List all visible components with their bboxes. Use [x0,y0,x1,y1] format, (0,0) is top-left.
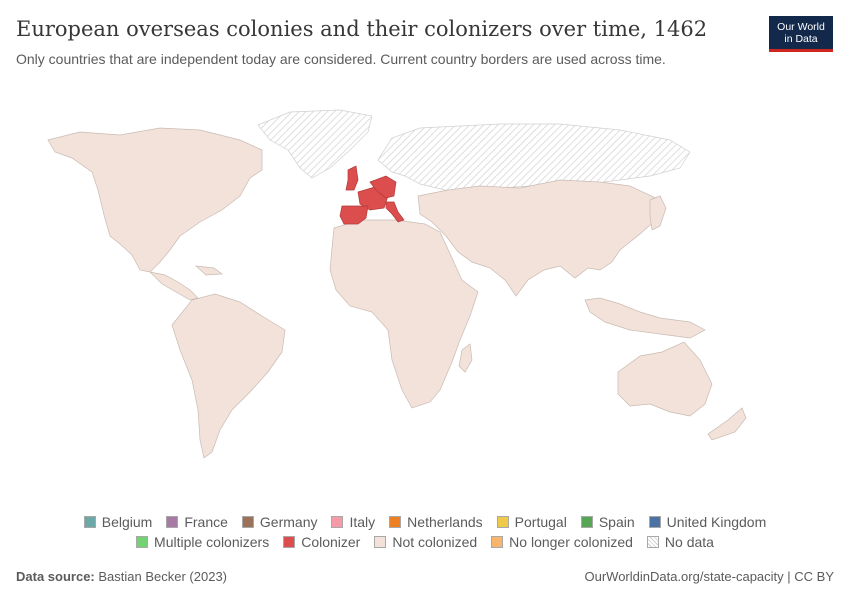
south-america-region[interactable] [171,293,286,459]
logo-line-1: Our World [777,21,825,33]
africa-region[interactable] [329,219,479,409]
legend-label: Netherlands [407,514,483,530]
data-source-text[interactable]: Bastian Becker (2023) [98,569,227,584]
legend-label: Colonizer [301,534,361,550]
legend-item-germany[interactable]: Germany [241,514,318,530]
legend-item-united-kingdom[interactable]: United Kingdom [648,514,767,530]
legend: Belgium France Germany Italy Netherlands… [0,514,850,554]
australia-region[interactable] [617,341,713,417]
legend-item-netherlands[interactable]: Netherlands [389,514,483,530]
new-zealand-region[interactable] [707,407,747,441]
legend-item-france[interactable]: France [166,514,228,530]
caribbean-region[interactable] [194,265,223,276]
legend-label: No data [664,534,714,550]
japan-region[interactable] [649,195,667,231]
legend-item-belgium[interactable]: Belgium [83,514,153,530]
legend-label: Spain [598,514,635,530]
chart-subtitle: Only countries that are independent toda… [16,51,666,67]
greenland-region[interactable] [257,109,373,179]
chart-title: European overseas colonies and their col… [16,17,708,41]
germany-benelux-region[interactable] [369,175,397,199]
legend-label: France [184,514,228,530]
north-america-region[interactable] [47,127,263,273]
data-source: Data source: Bastian Becker (2023) [16,569,227,584]
legend-item-italy[interactable]: Italy [331,514,375,530]
legend-swatch [389,516,402,528]
legend-swatch [580,516,593,528]
world-map[interactable] [0,95,850,495]
legend-label: No longer colonized [509,534,633,550]
logo-line-2: in Data [784,33,818,45]
legend-item-multiple-colonizers[interactable]: Multiple colonizers [136,534,269,550]
spain-portugal-region[interactable] [339,205,369,225]
legend-swatch [496,516,509,528]
legend-item-no-data[interactable]: No data [646,534,714,550]
legend-label: United Kingdom [666,514,767,530]
legend-item-not-colonized[interactable]: Not colonized [374,534,477,550]
legend-row-2: Multiple colonizers Colonizer Not coloni… [0,534,850,550]
legend-item-no-longer-colonized[interactable]: No longer colonized [491,534,633,550]
legend-swatch [374,536,387,548]
owid-logo[interactable]: Our World in Data [769,16,833,52]
legend-swatch [241,516,254,528]
central-america-region[interactable] [148,271,199,301]
legend-row-1: Belgium France Germany Italy Netherlands… [0,514,850,530]
asia-region[interactable] [417,179,661,297]
united-kingdom-region[interactable] [345,165,359,191]
southeast-asia-region[interactable] [584,297,706,339]
legend-swatch [491,536,504,548]
data-source-label: Data source: [16,569,95,584]
footer-url[interactable]: OurWorldinData.org/state-capacity | CC B… [584,569,834,584]
legend-swatch [166,516,179,528]
madagascar-region[interactable] [458,343,473,373]
italy-region[interactable] [385,201,405,223]
legend-label: Germany [259,514,318,530]
legend-item-colonizer[interactable]: Colonizer [283,534,360,550]
legend-label: Belgium [101,514,153,530]
legend-swatch [83,516,96,528]
legend-label: Portugal [514,514,567,530]
legend-label: Not colonized [392,534,478,550]
legend-item-spain[interactable]: Spain [580,514,635,530]
legend-label: Multiple colonizers [154,534,270,550]
legend-swatch [136,536,149,548]
legend-swatch-hatched [646,536,659,548]
russia-scandinavia-region[interactable] [377,123,691,193]
legend-swatch [283,536,296,548]
legend-swatch [648,516,661,528]
legend-swatch [331,516,344,528]
legend-label: Italy [349,514,376,530]
legend-item-portugal[interactable]: Portugal [496,514,567,530]
